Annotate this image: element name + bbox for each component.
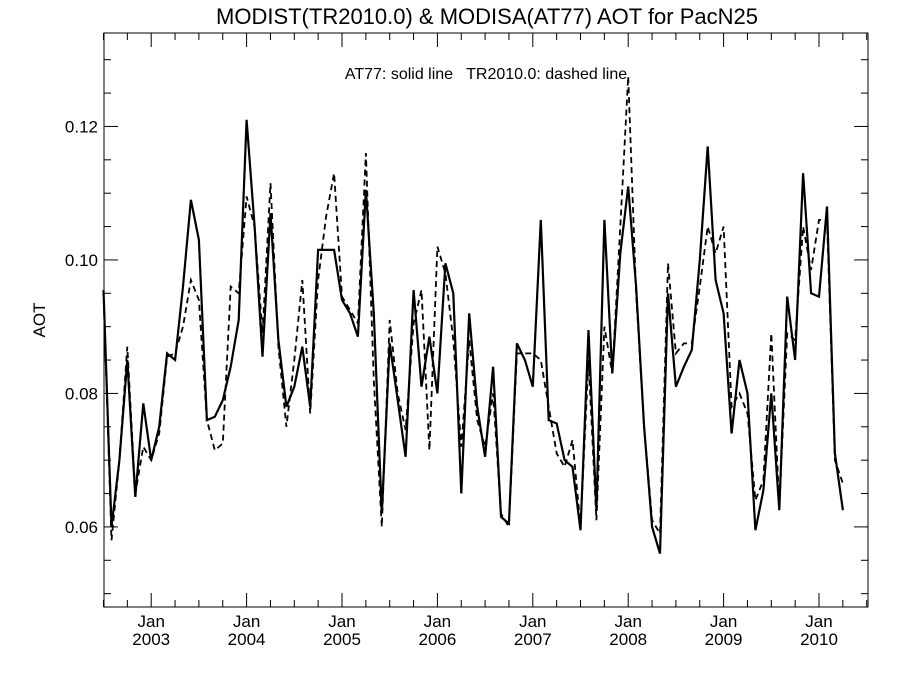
- x-tick-year-label: 2005: [323, 630, 361, 649]
- x-tick-month-label: Jan: [137, 612, 164, 631]
- x-tick-month-label: Jan: [710, 612, 737, 631]
- x-tick-year-label: 2009: [705, 630, 743, 649]
- chart-title: MODIST(TR2010.0) & MODISA(AT77) AOT for …: [216, 4, 758, 29]
- y-tick-label: 0.08: [65, 384, 98, 403]
- x-tick-year-label: 2010: [800, 630, 838, 649]
- series-line-tr2010-0: [102, 76, 844, 541]
- x-tick-month-label: Jan: [328, 612, 355, 631]
- x-tick-month-label: Jan: [519, 612, 546, 631]
- x-tick-year-label: 2006: [418, 630, 456, 649]
- x-tick-year-label: 2008: [609, 630, 647, 649]
- plot-frame: [103, 32, 869, 608]
- x-tick-year-label: 2003: [132, 630, 170, 649]
- y-tick-label: 0.12: [65, 117, 98, 136]
- y-tick-label: 0.06: [65, 518, 98, 537]
- x-tick-month-label: Jan: [233, 612, 260, 631]
- line-style-note: AT77: solid line TR2010.0: dashed line: [345, 66, 627, 83]
- x-tick-year-label: 2004: [228, 630, 266, 649]
- x-tick-year-label: 2007: [514, 630, 552, 649]
- y-tick-label: 0.10: [65, 251, 98, 270]
- y-axis-label: AOT: [30, 303, 49, 338]
- data-lines: [102, 76, 844, 554]
- x-tick-month-label: Jan: [614, 612, 641, 631]
- axis-ticks: 0.060.080.100.12Jan2003Jan2004Jan2005Jan…: [65, 33, 868, 649]
- series-line-at77: [102, 119, 844, 554]
- x-tick-month-label: Jan: [805, 612, 832, 631]
- x-tick-month-label: Jan: [424, 612, 451, 631]
